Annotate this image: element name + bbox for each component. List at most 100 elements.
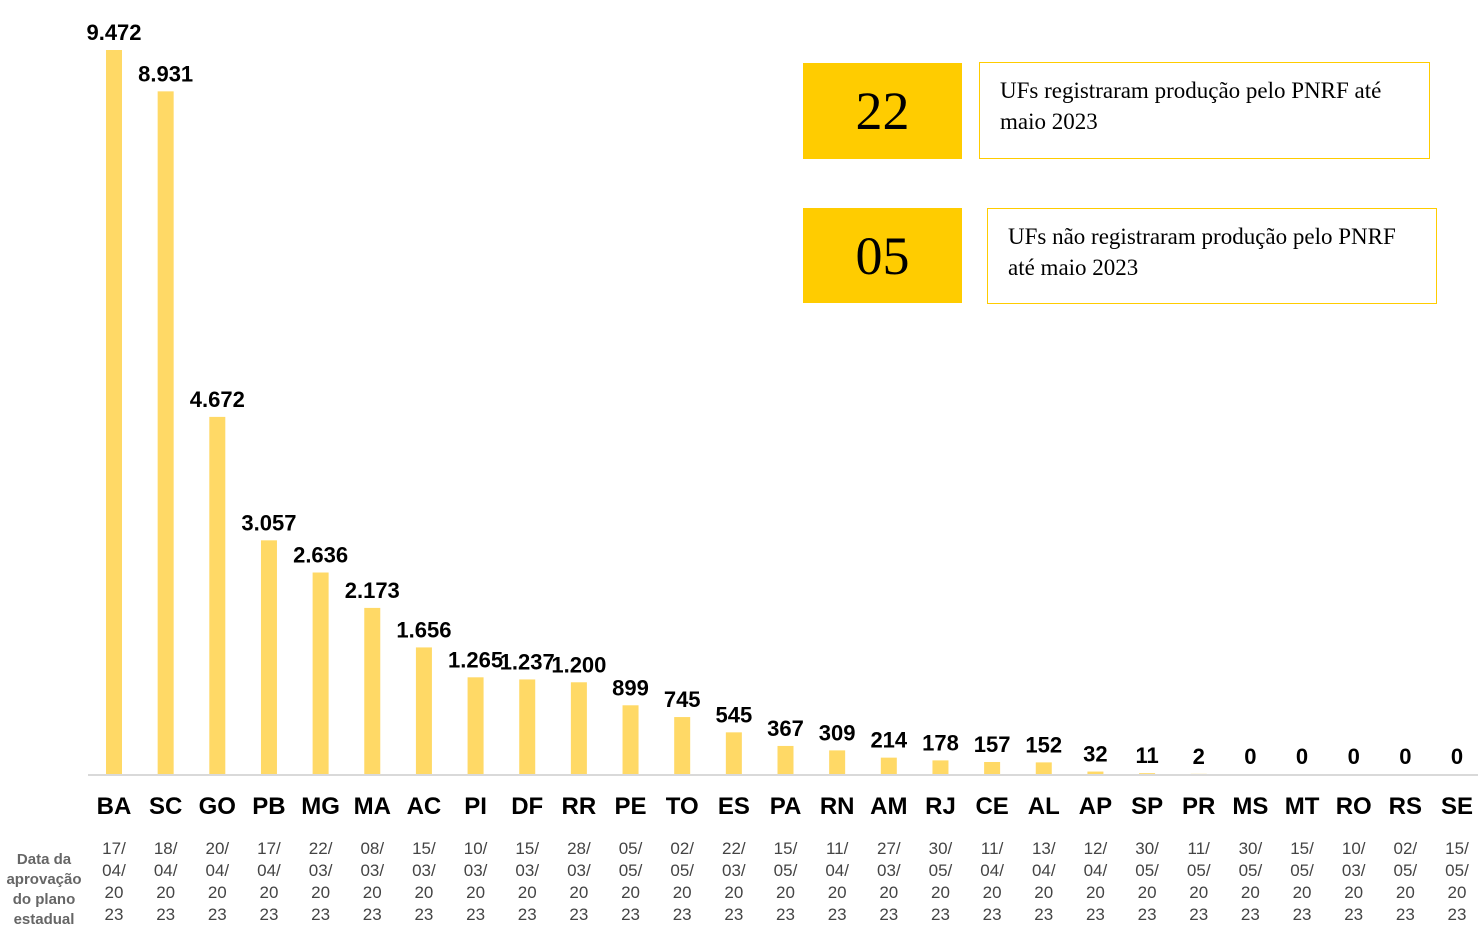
bar: [622, 705, 639, 774]
x-tick-label: AL: [1028, 793, 1060, 820]
x-tick-label: TO: [666, 793, 699, 820]
bar: [674, 717, 691, 774]
annotation-number: 22: [803, 63, 962, 159]
bar: [1087, 771, 1104, 774]
value-label: 2: [1193, 744, 1205, 769]
value-label: 0: [1399, 744, 1411, 769]
date: 27/03/20 23: [877, 839, 901, 924]
date: 15/05/20 23: [774, 839, 798, 924]
date: 15/03/20 23: [412, 839, 436, 924]
annotation-text: UFs não registraram produção pelo PNRF a…: [987, 208, 1437, 304]
date: 28/03/20 23: [567, 839, 591, 924]
value-label: 2.636: [293, 543, 348, 568]
x-tick-label: SC: [149, 793, 182, 820]
value-label: 1.265: [448, 647, 503, 672]
x-tick-label: AM: [870, 793, 907, 820]
bar: [312, 572, 329, 774]
value-label: 1.200: [551, 652, 606, 677]
date: 15/05/20 23: [1445, 839, 1469, 924]
date: 08/03/20 23: [360, 839, 384, 924]
x-tick-label: RS: [1389, 793, 1422, 820]
x-tick-label: GO: [199, 793, 236, 820]
x-tick-label: PE: [615, 793, 647, 820]
bar: [260, 540, 277, 774]
date: 11/04/20 23: [980, 839, 1004, 924]
value-label: 152: [1025, 732, 1062, 757]
bar: [880, 757, 897, 774]
date: 17/04/20 23: [257, 839, 281, 924]
value-label: 2.173: [345, 578, 400, 603]
annotation-number: 05: [803, 208, 962, 303]
date: 15/05/20 23: [1290, 839, 1314, 924]
x-tick-label: RJ: [925, 793, 956, 820]
x-tick-label: ES: [718, 793, 750, 820]
date: 22/03/20 23: [722, 839, 746, 924]
date: 02/05/20 23: [1394, 839, 1418, 924]
value-label: 8.931: [138, 61, 193, 86]
date: 10/03/20 23: [464, 839, 488, 924]
value-label: 367: [767, 716, 804, 741]
value-label: 1.237: [500, 649, 555, 674]
value-label: 3.057: [241, 510, 296, 535]
x-tick-label: PI: [464, 793, 487, 820]
x-tick-label: MT: [1285, 793, 1320, 820]
bar: [519, 679, 536, 774]
date: 11/04/20 23: [825, 839, 849, 924]
date: 15/03/20 23: [515, 839, 539, 924]
date: 05/05/20 23: [619, 839, 643, 924]
x-tick-label: MA: [354, 793, 391, 820]
date: 30/05/20 23: [1239, 839, 1263, 924]
value-label: 0: [1348, 744, 1360, 769]
bar: [725, 732, 742, 774]
x-tick-label: AP: [1079, 793, 1112, 820]
x-tick-label: RO: [1336, 793, 1372, 820]
date: 11/05/20 23: [1187, 839, 1211, 924]
date: 18/04/20 23: [154, 839, 178, 924]
value-label: 4.672: [190, 387, 245, 412]
bar: [106, 50, 122, 774]
x-tick-label: MS: [1232, 793, 1268, 820]
x-tick-label: PA: [770, 793, 802, 820]
bar: [364, 607, 381, 774]
bar: [829, 750, 846, 774]
value-label: 309: [819, 720, 856, 745]
annotation-text: UFs registraram produção pelo PNRF até m…: [979, 62, 1430, 159]
date: 22/03/20 23: [309, 839, 333, 924]
bar: [1139, 773, 1156, 774]
date: 12/04/20 23: [1084, 839, 1108, 924]
bar: [932, 760, 949, 774]
x-tick-label: AC: [407, 793, 442, 820]
bar: [415, 647, 432, 774]
bar: [777, 745, 794, 774]
date: 20/04/20 23: [205, 839, 229, 924]
value-label: 0: [1244, 744, 1256, 769]
x-tick-label: DF: [511, 793, 543, 820]
date: 30/05/20 23: [1135, 839, 1159, 924]
bar: [1035, 762, 1052, 774]
value-label: 178: [922, 730, 959, 755]
value-label: 899: [612, 675, 649, 700]
x-tick-label: RR: [562, 793, 597, 820]
value-label: 11: [1135, 743, 1158, 768]
value-label: 745: [664, 687, 701, 712]
date: 02/05/20 23: [670, 839, 694, 924]
date: 30/05/20 23: [929, 839, 953, 924]
x-tick-label: PR: [1182, 793, 1215, 820]
bar: [467, 677, 484, 774]
value-label: 0: [1451, 744, 1463, 769]
bar: [209, 416, 226, 774]
x-tick-label: SP: [1131, 793, 1163, 820]
bar: [157, 91, 174, 774]
value-label: 157: [974, 732, 1011, 757]
value-label: 545: [715, 702, 752, 727]
value-label: 9.472: [86, 20, 141, 45]
value-label: 1.656: [396, 617, 451, 642]
x-tick-label: SE: [1441, 793, 1473, 820]
bar: [984, 761, 1001, 774]
value-label: 214: [870, 728, 907, 753]
x-tick-label: BA: [97, 793, 132, 820]
x-tick-label: PB: [252, 793, 285, 820]
bar: [570, 682, 587, 774]
